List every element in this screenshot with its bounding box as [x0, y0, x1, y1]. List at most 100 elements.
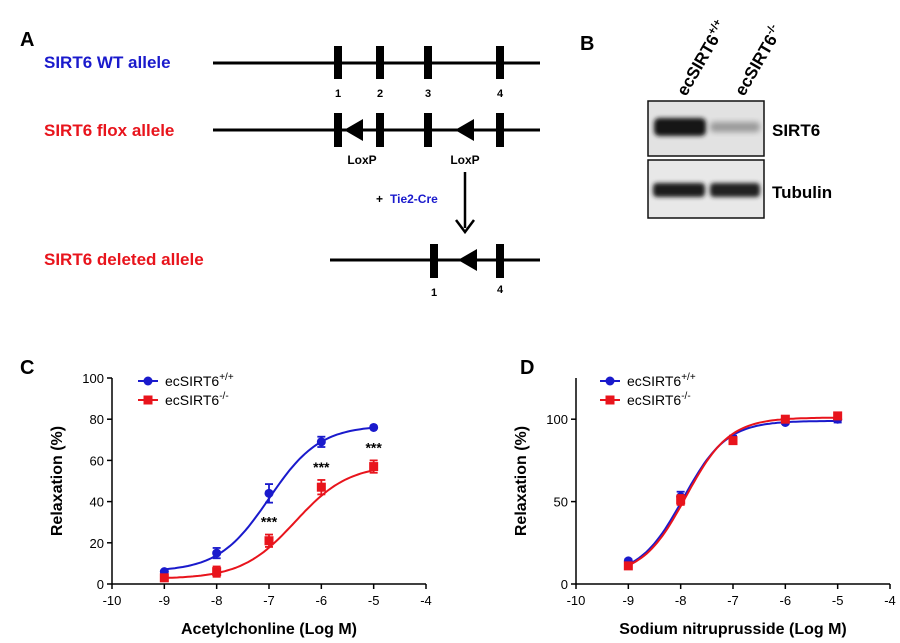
panel-c-point-wt	[316, 437, 326, 447]
panel-c-x-tick-label: -5	[368, 593, 380, 608]
cre-arrow-head	[455, 219, 475, 235]
sirt6-blot	[647, 100, 765, 157]
panel-d-y-tick-label: 50	[554, 495, 568, 510]
panel-c-y-tick-label: 60	[90, 453, 104, 468]
panel-d-x-tick-label: -10	[567, 593, 586, 608]
loxp-triangle-1	[344, 119, 363, 141]
panel-a: A SIRT6 WT allele 1 2 3 4 SIRT6 flox all…	[20, 29, 540, 299]
deleted-exon-number-4: 4	[497, 284, 504, 296]
loxp-label-1: LoxP	[347, 153, 376, 167]
lane-label-wt-text: ecSIRT6	[673, 31, 723, 99]
panel-d-point-ko	[780, 414, 790, 424]
panel-c-point-ko	[212, 567, 222, 577]
panel-d-legend-entry: ecSIRT6-/-	[627, 391, 691, 408]
panel-d-chart: D 0 50 100 -10 -9 -8 -7 -6 -5 -4 Sodium nitrupruss…	[513, 357, 896, 638]
panel-d-x-tick-label: -4	[884, 593, 896, 608]
loxp-label-2: LoxP	[450, 153, 479, 167]
panel-c-x-tick-label: -4	[420, 593, 432, 608]
panel-c-x-tick-label: -6	[316, 593, 328, 608]
tubulin-blot	[647, 159, 765, 219]
cre-plus: +	[376, 192, 383, 206]
panel-a-label: A	[20, 29, 34, 51]
panel-c-y-tick-label: 0	[97, 577, 104, 592]
exon-number-3: 3	[425, 88, 431, 100]
wt-exon-2	[376, 46, 384, 79]
panel-c-legend-marker	[143, 395, 153, 405]
panel-d-legend-marker	[605, 376, 615, 386]
exon-number-2: 2	[377, 88, 383, 100]
wt-exon-4	[496, 46, 504, 79]
deleted-allele: SIRT6 deleted allele 1 4	[44, 244, 540, 299]
panel-c-y-axis-title: Relaxation (%)	[49, 426, 66, 536]
panel-b: B ecSIRT6+/+ ecSIRT6-/- SIRT6 Tubulin	[580, 17, 832, 219]
panel-c-significance: ***	[365, 439, 382, 455]
wt-allele-label: SIRT6 WT allele	[44, 53, 171, 72]
panel-d-point-ko	[623, 561, 633, 571]
panel-c-point-ko	[369, 462, 379, 472]
panel-d-legend-marker	[605, 395, 615, 405]
panel-d-y-axis-title: Relaxation (%)	[513, 426, 530, 536]
panel-c-legend-marker	[143, 376, 153, 386]
panel-c-x-axis-title: Acetylchonline (Log M)	[181, 621, 357, 638]
panel-d-y-tick-label: 0	[561, 577, 568, 592]
band-label-sirt6: SIRT6	[772, 121, 820, 140]
panel-c-legend-entry: ecSIRT6+/+	[165, 372, 234, 389]
panel-c-point-ko	[159, 573, 169, 583]
panel-d-y-tick-label: 100	[546, 412, 568, 427]
deleted-exon-number-1: 1	[431, 287, 437, 299]
flox-exon-2	[376, 113, 384, 147]
panel-d-x-tick-label: -6	[780, 593, 792, 608]
panel-c-legend-entry: ecSIRT6-/-	[165, 391, 229, 408]
panel-d-x-axis-title: Sodium nitruprusside (Log M)	[619, 621, 847, 638]
panel-c-point-wt	[212, 548, 222, 558]
deleted-allele-label: SIRT6 deleted allele	[44, 250, 204, 269]
panel-c-significance: ***	[261, 514, 278, 530]
panel-d-legend-entry: ecSIRT6+/+	[627, 372, 696, 389]
panel-c-point-ko	[316, 482, 326, 492]
panel-c-chart: C 0 20 40 60 80 100 -10 -9 -8 -7 -6 -5 -4 Acetylchonl…	[20, 357, 432, 638]
panel-c-x-tick-label: -8	[211, 593, 223, 608]
exon-number-4: 4	[497, 88, 504, 100]
panel-d-x-tick-label: -9	[623, 593, 635, 608]
panel-d-x-tick-label: -7	[727, 593, 739, 608]
cre-recombination: + Tie2-Cre	[376, 172, 475, 235]
cre-label: Tie2-Cre	[390, 192, 438, 206]
loxp-triangle-deleted	[458, 249, 477, 271]
lane-label-ko: ecSIRT6-/-	[730, 22, 786, 99]
panel-c-x-tick-label: -7	[263, 593, 275, 608]
panel-c-label: C	[20, 357, 34, 379]
panel-c-point-wt	[264, 488, 274, 498]
panel-c-y-tick-label: 80	[90, 412, 104, 427]
lane-label-ko-text: ecSIRT6	[731, 31, 781, 99]
flox-exon-1	[334, 113, 342, 147]
sirt6-band-ko	[710, 122, 760, 132]
panel-d-label: D	[520, 357, 534, 379]
tubulin-band-ko	[710, 183, 760, 197]
panel-c-y-tick-label: 100	[82, 371, 104, 386]
flox-allele: SIRT6 flox allele LoxP LoxP	[44, 113, 540, 167]
band-label-tubulin: Tubulin	[772, 183, 832, 202]
panel-c-significance: ***	[313, 459, 330, 475]
panel-b-label: B	[580, 33, 594, 55]
flox-exon-3	[424, 113, 432, 147]
panel-d-point-ko	[676, 495, 686, 505]
lane-label-wt: ecSIRT6+/+	[672, 17, 731, 99]
panel-d-x-tick-label: -5	[832, 593, 844, 608]
panel-d-point-ko	[728, 436, 738, 446]
tubulin-band-wt	[653, 183, 705, 197]
deleted-exon-4	[496, 244, 504, 278]
wt-exon-1	[334, 46, 342, 79]
panel-d-fit-curve-1	[627, 416, 838, 567]
panel-c-point-wt	[369, 422, 379, 432]
panel-c-y-tick-label: 20	[90, 536, 104, 551]
flox-allele-label: SIRT6 flox allele	[44, 121, 174, 140]
exon-number-1: 1	[335, 88, 341, 100]
loxp-triangle-2	[455, 119, 474, 141]
deleted-exon-1	[430, 244, 438, 278]
panel-d-point-ko	[833, 411, 843, 421]
panel-c-x-tick-label: -9	[159, 593, 171, 608]
flox-exon-4	[496, 113, 504, 147]
panel-c-x-tick-label: -10	[103, 593, 122, 608]
sirt6-band-wt	[654, 118, 706, 136]
